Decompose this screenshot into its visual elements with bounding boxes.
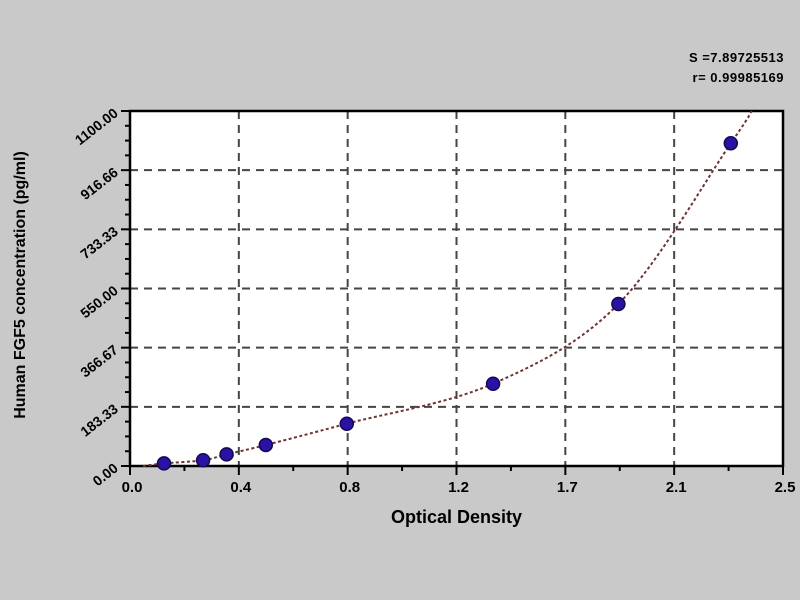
y-tick-label: 0.00 — [90, 460, 121, 490]
y-tick-label: 1100.00 — [72, 105, 121, 148]
x-tick-label: 0.0 — [122, 479, 143, 496]
data-point — [339, 416, 355, 431]
y-tick-label: 550.00 — [77, 282, 121, 321]
data-point — [258, 437, 274, 453]
y-tick-label: 916.66 — [77, 164, 121, 203]
x-tick-label: 2.1 — [666, 479, 687, 496]
x-tick-label: 0.4 — [230, 479, 252, 496]
data-point — [156, 456, 172, 471]
data-point — [195, 452, 211, 468]
x-tick-label: 1.2 — [448, 479, 469, 496]
y-tick-label: 183.33 — [77, 400, 121, 439]
y-tick-label: 366.67 — [77, 341, 121, 380]
data-point — [723, 136, 739, 151]
fit-statistics: S =7.89725513 r= 0.99985169 — [689, 48, 784, 88]
data-point — [611, 296, 626, 312]
data-point — [219, 447, 234, 462]
x-axis-title: Optical Density — [390, 507, 523, 527]
x-tick-label: 0.8 — [339, 479, 360, 496]
fit-s-value: S =7.89725513 — [688, 50, 784, 65]
fit-r-value: r= 0.99985169 — [692, 70, 784, 85]
y-tick-label: 733.33 — [77, 223, 121, 262]
x-tick-label: 1.7 — [557, 479, 578, 496]
data-point — [485, 376, 501, 391]
x-tick-label: 2.5 — [775, 479, 796, 496]
